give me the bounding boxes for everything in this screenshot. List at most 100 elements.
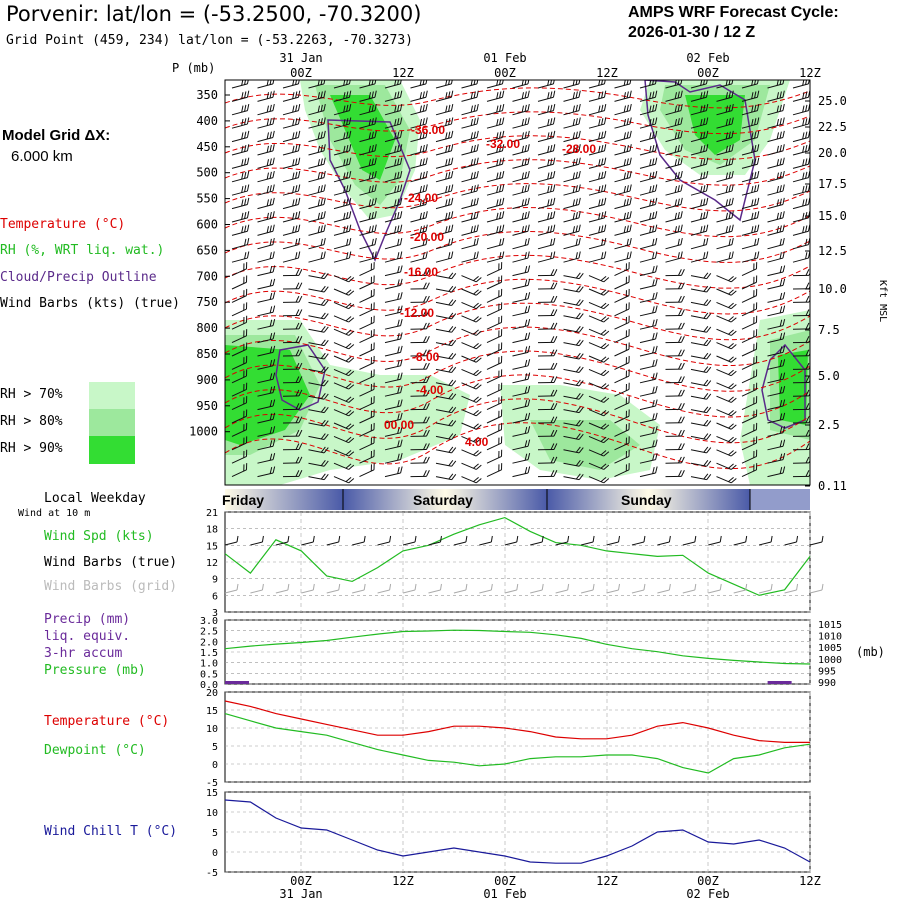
barb-feather xyxy=(756,315,758,323)
wind-barb xyxy=(486,237,505,250)
barb-feather xyxy=(521,118,524,126)
barb-feather xyxy=(598,132,601,140)
barb-feather xyxy=(244,252,247,259)
barb-feather xyxy=(776,80,779,86)
wind-barb xyxy=(359,315,375,330)
barb-feather xyxy=(425,170,428,178)
barb-feather xyxy=(779,333,783,340)
wind-barb xyxy=(665,103,683,116)
barb-feather xyxy=(754,158,757,166)
contour-label: -16.00 xyxy=(404,265,438,279)
wind-barb xyxy=(639,265,658,277)
wind-barb xyxy=(308,184,326,196)
barb-shaft xyxy=(708,589,721,594)
barb-shaft xyxy=(410,217,427,223)
barb-shaft xyxy=(282,190,299,196)
barb-feather xyxy=(603,370,610,377)
barb-feather xyxy=(501,342,503,350)
barb-shaft xyxy=(250,541,263,546)
barb-feather xyxy=(243,263,245,271)
barb-feather xyxy=(629,117,632,125)
barb-feather xyxy=(728,158,731,166)
barb-feather xyxy=(473,396,479,402)
barb-feather xyxy=(241,132,244,140)
barb-feather xyxy=(266,212,269,220)
barb-shaft xyxy=(606,541,619,546)
wind-barb-true xyxy=(352,535,366,546)
wind-barb xyxy=(588,144,607,156)
barb-shaft xyxy=(486,190,503,196)
barb-feather xyxy=(700,159,703,166)
barb-feather xyxy=(552,103,556,111)
wind-barb xyxy=(716,368,737,377)
barb-feather xyxy=(681,416,685,423)
barb-shaft xyxy=(537,83,554,89)
barb-feather xyxy=(655,466,658,474)
barb-feather xyxy=(652,386,655,394)
barb-feather xyxy=(323,80,326,84)
wind-barb-true xyxy=(453,535,468,546)
barb-feather xyxy=(575,211,578,219)
barb-shaft xyxy=(512,123,529,129)
barb-feather xyxy=(425,144,428,151)
barb-shaft xyxy=(767,311,784,317)
wind-barb xyxy=(282,170,301,183)
wind-speed-line xyxy=(224,516,811,596)
barb-shaft xyxy=(512,177,529,183)
barb-feather xyxy=(368,145,371,153)
barb-feather xyxy=(552,144,556,151)
barb-feather xyxy=(782,345,786,353)
barb-shaft xyxy=(716,395,732,403)
wind-barb xyxy=(741,237,760,250)
temperature-contour xyxy=(225,302,810,341)
wind-barb xyxy=(716,90,734,102)
wind-barb xyxy=(461,462,482,470)
barb-feather xyxy=(805,118,808,125)
barb-feather xyxy=(371,104,374,112)
wind-barb xyxy=(282,197,301,210)
barb-feather xyxy=(241,226,244,233)
barb-feather xyxy=(394,159,397,166)
barb-feather xyxy=(295,336,300,343)
barb-shaft xyxy=(588,328,604,336)
model-grid-label: Model Grid ΔX: xyxy=(2,127,111,144)
barb-feather xyxy=(652,104,655,112)
wind-barb xyxy=(537,130,556,143)
barb-feather xyxy=(601,211,604,219)
wind-barb xyxy=(333,197,352,210)
wind-barb xyxy=(614,80,632,89)
barb-feather xyxy=(779,359,783,367)
wind-barb xyxy=(257,426,276,437)
barb-shaft xyxy=(384,298,401,303)
wind-barb xyxy=(741,396,758,411)
barb-feather xyxy=(668,535,671,543)
barb-feather xyxy=(572,118,575,126)
barb-feather xyxy=(625,357,627,364)
barb-feather xyxy=(370,263,372,271)
wind-barb xyxy=(614,197,632,210)
wind-barb xyxy=(461,237,479,250)
barb-feather xyxy=(499,158,502,166)
barb-feather xyxy=(473,369,479,375)
barb-feather xyxy=(473,91,476,99)
barb-feather xyxy=(808,362,810,370)
wind-barb xyxy=(690,197,709,210)
barb-feather xyxy=(394,105,397,113)
barb-feather xyxy=(700,132,703,140)
barb-feather xyxy=(575,158,578,166)
barb-feather xyxy=(394,92,397,99)
precip-bar xyxy=(767,681,792,684)
wind-barb xyxy=(435,211,454,223)
wind-barb xyxy=(282,184,301,196)
barb-feather xyxy=(705,80,709,84)
wind-barb xyxy=(359,157,377,169)
barb-shaft xyxy=(665,257,682,263)
wind-barb xyxy=(716,301,737,310)
barb-feather xyxy=(292,199,295,207)
barb-feather xyxy=(348,130,352,138)
barb-feather xyxy=(629,170,632,178)
wind-barb xyxy=(359,117,377,129)
wind-barb xyxy=(741,251,760,263)
barb-feather xyxy=(323,313,329,320)
barb-feather xyxy=(705,103,709,111)
